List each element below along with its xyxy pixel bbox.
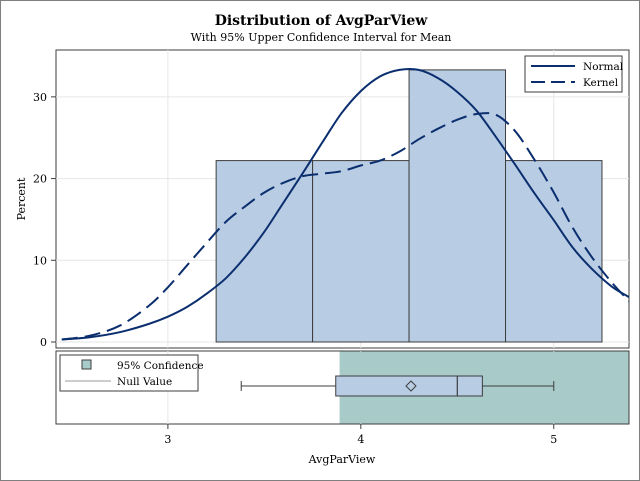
y-axis: 0 10 20 30: [33, 91, 56, 349]
y-tick-label: 0: [40, 336, 47, 349]
y-tick-label: 10: [33, 254, 47, 267]
y-tick-label: 30: [33, 91, 47, 104]
x-axis-label: AvgParView: [308, 453, 376, 466]
x-axis: 3 4 5: [164, 424, 557, 446]
histogram-bar: [408, 69, 507, 343]
mean-marker: [405, 380, 417, 392]
normal-curve: [61, 67, 629, 341]
legend-normal-label: Normal: [583, 61, 624, 73]
legend-confidence-label: 95% Confidence: [117, 360, 204, 372]
chart-subtitle: With 95% Upper Confidence Interval for M…: [191, 31, 452, 44]
histogram-bar: [215, 160, 314, 343]
kernel-curve: [61, 112, 629, 341]
boxplot: [240, 375, 555, 397]
y-axis-label: Percent: [15, 177, 28, 220]
density-curves: [61, 67, 629, 341]
x-tick-label: 5: [550, 433, 557, 446]
legend-confidence-swatch: [81, 359, 92, 370]
x-tick-label: 3: [164, 433, 171, 446]
x-tick-label: 4: [357, 433, 364, 446]
histogram-bars: [215, 69, 603, 343]
y-tick-label: 20: [33, 173, 47, 186]
boxplot-legend: 95% Confidence Null Value: [59, 354, 204, 392]
histogram-bar: [312, 160, 410, 343]
legend-null-value-label: Null Value: [117, 376, 172, 388]
curve-legend-box: [524, 55, 623, 93]
interquartile-box: [335, 375, 483, 397]
legend-kernel-label: Kernel: [583, 77, 619, 89]
chart-title: Distribution of AvgParView: [215, 13, 429, 29]
curve-legend: Normal Kernel: [524, 55, 624, 93]
